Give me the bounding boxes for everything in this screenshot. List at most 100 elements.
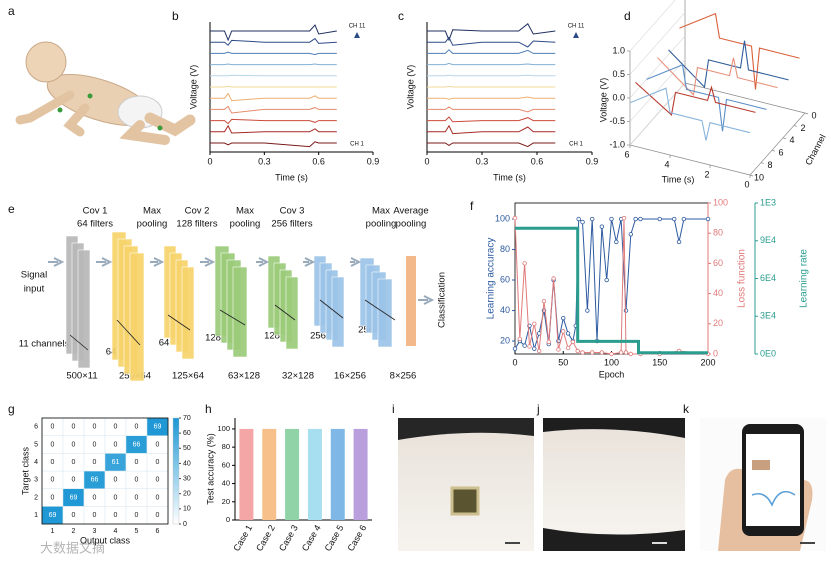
- photo-skin: [543, 418, 685, 551]
- skin: [543, 429, 685, 535]
- z-tick: [793, 125, 798, 127]
- layer-title: Max: [143, 206, 161, 217]
- y-tick-label: 20: [500, 335, 510, 345]
- panel-label: a: [8, 4, 15, 18]
- pooling-bar: [406, 256, 416, 346]
- x-tick-label: 6: [624, 149, 629, 159]
- dimension-arrow: [364, 299, 396, 321]
- point: [609, 216, 614, 222]
- x-tick-label: 100: [604, 357, 619, 367]
- watermark: 大数据文摘: [40, 540, 105, 555]
- cell-label: 0: [156, 477, 160, 484]
- y-tick-label: 6: [34, 424, 38, 431]
- cell-label: 0: [93, 459, 97, 466]
- z-tick: [804, 112, 809, 115]
- point: [672, 216, 677, 222]
- y-axis-label: Voltage (V): [188, 65, 198, 110]
- point: [517, 336, 523, 342]
- z-tick-label: 4: [789, 135, 794, 145]
- panel-label: b: [172, 9, 179, 23]
- x-tick-label: 4: [664, 159, 669, 169]
- photo-skin-with-sensor: [398, 418, 534, 551]
- y-tick-label: -1.0: [609, 139, 625, 149]
- dimension-arrow: [219, 309, 246, 326]
- x-tick-label: 4: [114, 528, 118, 535]
- flow-arrow: [256, 257, 270, 267]
- y-tick-label: 80: [500, 244, 510, 254]
- phone-screen: [746, 434, 800, 526]
- feature-map: [181, 266, 195, 360]
- y3-tick-label: 9E4: [760, 235, 776, 245]
- trace: [427, 124, 556, 135]
- head: [25, 41, 67, 83]
- x-tick-label: 5: [135, 528, 139, 535]
- trace: [210, 85, 337, 88]
- point: [628, 232, 633, 237]
- cell-label: 0: [156, 441, 160, 448]
- y-tick-label: 60: [500, 274, 510, 284]
- x-tick-label: 0.6: [531, 156, 544, 166]
- depth-label: 256: [310, 331, 326, 342]
- y-tick-label: 60: [222, 460, 230, 469]
- bar: [262, 428, 277, 520]
- point: [512, 215, 518, 221]
- dimension-arrow: [167, 314, 191, 331]
- trace: [210, 74, 337, 77]
- cell-label: 0: [51, 424, 55, 431]
- y-tick-label: 3: [34, 477, 38, 484]
- size-label: 63×128: [228, 371, 260, 382]
- flow-arrow: [350, 257, 362, 267]
- size-label: 8×256: [390, 371, 417, 382]
- cell-label: 0: [156, 494, 160, 501]
- flow-arrow: [48, 257, 65, 267]
- y-tick-label: 1: [34, 512, 38, 519]
- flow-arrow: [150, 257, 165, 267]
- sensor-patch: [450, 486, 480, 516]
- series-line: [514, 218, 709, 355]
- y-tick-label: 1.0: [612, 45, 625, 55]
- screen-icon: [752, 460, 770, 470]
- size-label: 16×256: [334, 371, 366, 382]
- grid-line: [629, 0, 676, 52]
- trace: [646, 64, 767, 132]
- y-tick-label: 40: [500, 305, 510, 315]
- cell-label: 0: [72, 477, 76, 484]
- floor-edge: [684, 82, 806, 114]
- cell-label: 0: [93, 441, 97, 448]
- depth-label: 64: [106, 347, 117, 358]
- y-tick-label: 40: [222, 479, 230, 488]
- photo-phone: [700, 418, 826, 551]
- trace: [427, 142, 556, 148]
- z-axis-label: Channel: [803, 133, 828, 167]
- channel-label: CH 11: [349, 24, 366, 30]
- point: [681, 216, 687, 222]
- x-axis-label: Time (s): [275, 172, 308, 182]
- layer-title: Cov 1: [83, 206, 108, 217]
- colorbar-tick-label: 40: [183, 460, 191, 467]
- layer-title: Cov 3: [280, 206, 305, 217]
- channels-label: 11 channels: [19, 339, 70, 350]
- x-tick-label: Case 3: [277, 523, 300, 553]
- colorbar-tick-label: 0: [183, 521, 187, 528]
- y3-tick-label: 3E4: [760, 311, 776, 321]
- feature-map: [331, 276, 345, 348]
- colorbar-tick-label: 30: [183, 475, 191, 482]
- trace: [427, 96, 556, 100]
- panel-label: h: [205, 402, 212, 416]
- trace: [210, 51, 337, 56]
- series-line: [515, 226, 708, 355]
- panel-label: j: [536, 402, 540, 416]
- cell-label: 66: [91, 477, 99, 484]
- y3-tick-label: 6E4: [760, 273, 776, 283]
- panel-label: d: [624, 9, 631, 23]
- point: [576, 216, 581, 222]
- point: [618, 350, 624, 355]
- trace: [427, 36, 556, 48]
- x-tick-label: 2: [704, 169, 709, 179]
- grid-line: [629, 12, 686, 75]
- cell-label: 0: [156, 459, 160, 466]
- y-axis-label: Voltage (V): [405, 65, 415, 110]
- layer-subtitle: 64 filters: [77, 219, 113, 230]
- x-tick-label: 150: [652, 357, 667, 367]
- x-tick-label: 0: [744, 179, 749, 189]
